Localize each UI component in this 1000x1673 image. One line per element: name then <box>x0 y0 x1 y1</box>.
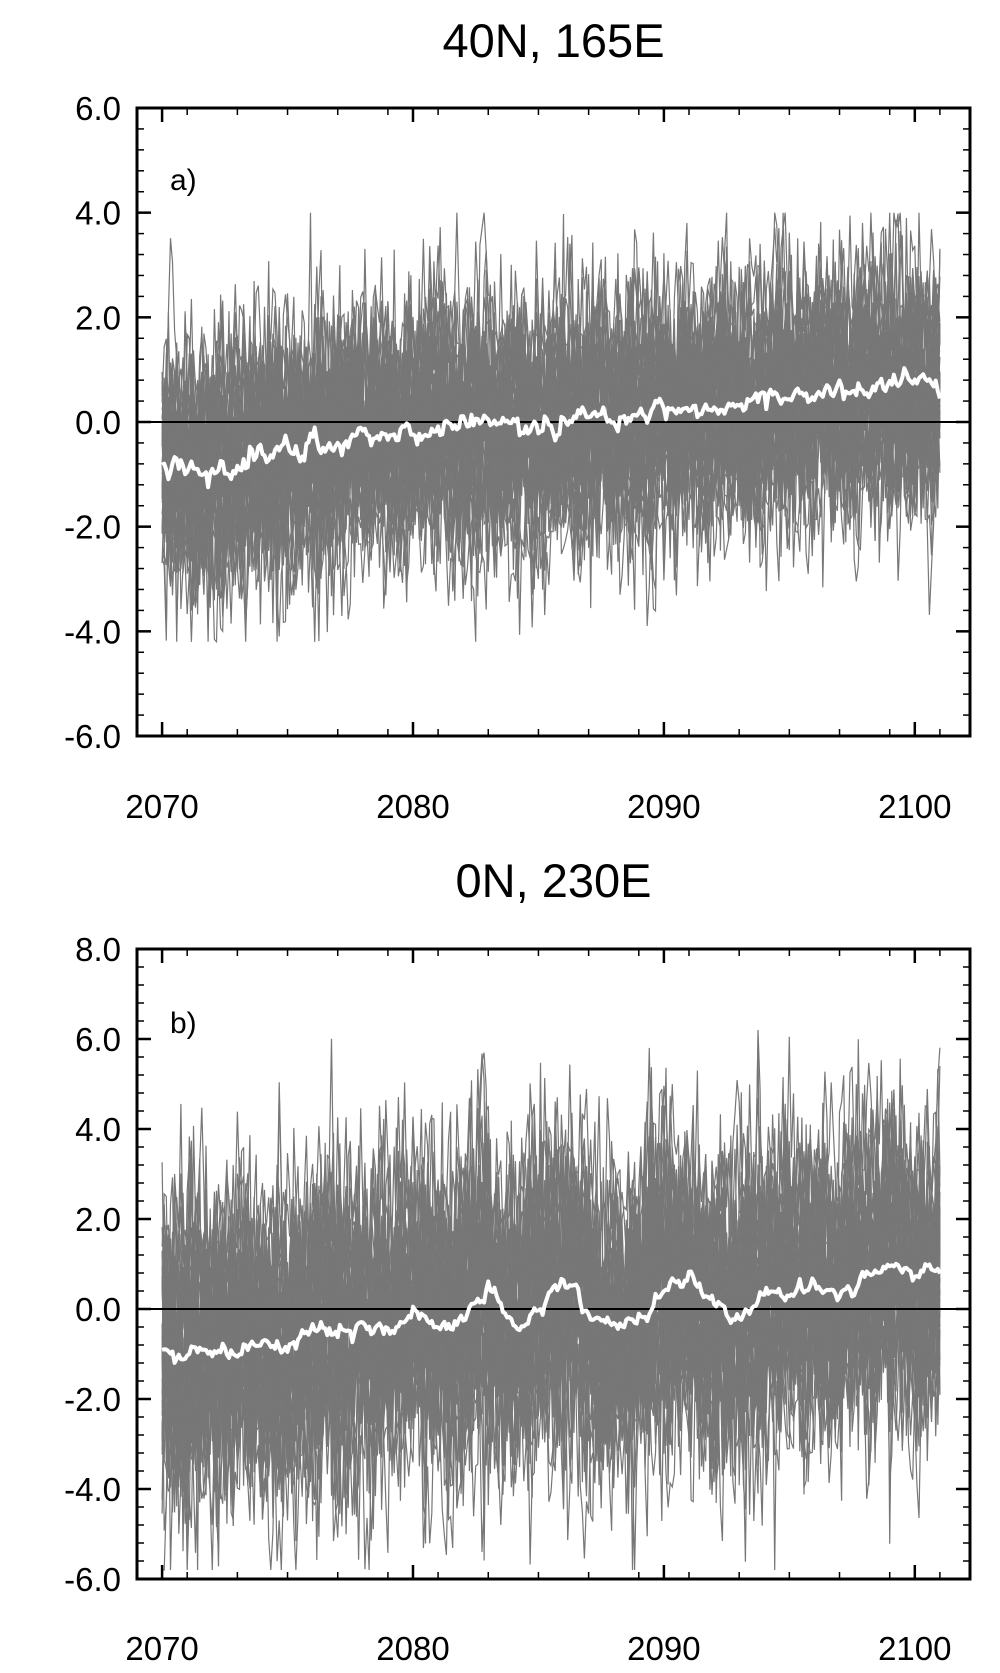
ensemble-mean-line <box>161 366 942 490</box>
ensemble-member-line <box>161 212 941 642</box>
x-tick-label: 2100 <box>878 1630 951 1667</box>
panel-label: a) <box>170 164 197 197</box>
ensemble-members <box>161 212 941 644</box>
x-tick-label: 2080 <box>376 788 449 825</box>
y-tick-label: -2.0 <box>64 1381 121 1418</box>
chart-panel-2: 0N, 230E -6.0 -4.0 -2.0 0.0 2.0 4.0 6.0 8.0 2070 2… <box>64 854 972 1667</box>
ensemble-member-line <box>161 238 941 624</box>
plot-area <box>137 212 970 644</box>
plot-frame <box>135 947 972 1581</box>
y-tick-label: -4.0 <box>64 1471 121 1508</box>
y-tick-label: 0.0 <box>75 404 121 441</box>
y-tick-label: 6.0 <box>75 90 121 127</box>
ensemble-member-line <box>161 1085 941 1514</box>
y-tick-label: 2.0 <box>75 1201 121 1238</box>
ensemble-member-line <box>161 1067 941 1571</box>
panel-label: b) <box>170 1007 197 1040</box>
x-tick-label: 2070 <box>125 788 198 825</box>
ensemble-member-line <box>161 1064 941 1544</box>
x-tick-label: 2070 <box>125 1630 198 1667</box>
x-tick-label: 2090 <box>627 788 700 825</box>
y-tick-label: 8.0 <box>75 931 121 968</box>
ensemble-member-line <box>161 1115 941 1500</box>
chart-title: 40N, 165E <box>442 14 664 67</box>
plot-area <box>137 1029 970 1571</box>
x-tick-label: 2100 <box>878 788 951 825</box>
chart-panel-1: 40N, 165E -6.0 -4.0 -2.0 0.0 2.0 4.0 6.0 2070 208… <box>64 14 972 825</box>
ensemble-member-line <box>161 236 941 615</box>
y-tick-label: -4.0 <box>64 613 121 650</box>
y-tick-label: 4.0 <box>75 1111 121 1148</box>
y-tick-label: 4.0 <box>75 195 121 232</box>
ensemble-member-line <box>161 265 941 644</box>
y-tick-label: -6.0 <box>64 718 121 755</box>
ensemble-members <box>161 1029 941 1571</box>
y-tick-label: -2.0 <box>64 509 121 546</box>
x-tick-label: 2090 <box>627 1630 700 1667</box>
y-tick-label: 2.0 <box>75 299 121 336</box>
ensemble-mean-line <box>161 1261 942 1365</box>
ensemble-member-line <box>161 1053 941 1542</box>
ensemble-member-line <box>162 1039 941 1571</box>
y-tick-label: 6.0 <box>75 1021 121 1058</box>
y-tick-label: -6.0 <box>64 1561 121 1598</box>
y-tick-label: 0.0 <box>75 1291 121 1328</box>
chart-title: 0N, 230E <box>456 854 652 907</box>
x-tick-label: 2080 <box>376 1630 449 1667</box>
ensemble-member-line <box>161 268 941 615</box>
